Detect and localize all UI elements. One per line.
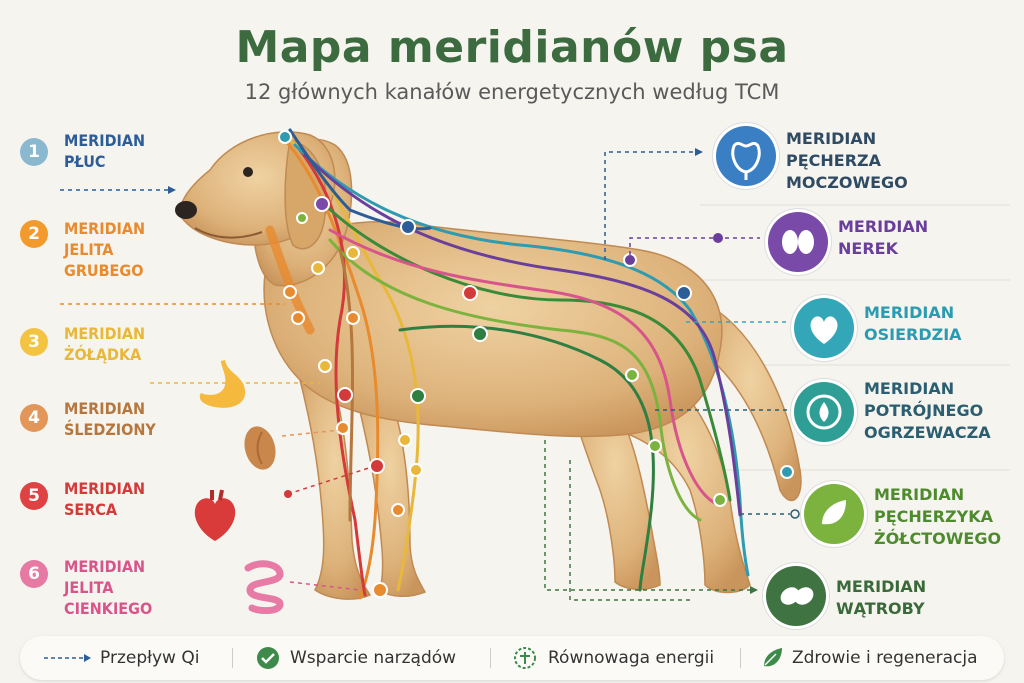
label-line: MERIDIAN [874,485,965,504]
liver-icon [766,566,826,626]
label-line: MERIDIAN [64,399,146,418]
legend-health: Zdrowie i regeneracja [792,648,978,668]
heart-icon [194,489,236,541]
dog-body [179,131,802,600]
intestine-icon [244,560,284,614]
legend-divider [490,648,491,668]
label-line: MERIDIAN [64,324,146,343]
label-line: JELITA CIENKIEGO [64,578,153,618]
dashed-arrow-icon [44,654,91,662]
label-line: MERIDIAN [836,577,927,596]
label-line: MERIDIAN [864,303,955,322]
check-icon [257,647,279,669]
legend-energy-balance: Równowaga energii [548,648,715,668]
badge-4: 4 [20,404,48,432]
stomach-icon [199,360,246,408]
badge-5: 5 [20,482,48,510]
label-line: MERIDIAN [64,219,146,238]
bladder-icon [716,126,776,186]
label-line: ŻÓŁĄDKA [64,345,142,364]
meridian-lines [265,128,750,600]
meridian-points [278,130,794,598]
label-line: SERCA [64,500,117,519]
triple-heater-icon [794,382,854,442]
legend-bar: Przepływ Qi Wsparcie narządów Równowaga … [20,636,1004,680]
label-line: NEREK [838,239,898,258]
label-line: JELITA [64,240,114,259]
gallbladder-icon [804,484,864,544]
kidney-icon [768,212,828,272]
label-line: PĘCHERZA MOCZOWEGO [786,151,908,192]
badge-2: 2 [20,220,48,248]
badge-1: 1 [20,138,48,166]
legend-qi-flow: Przepływ Qi [100,648,200,668]
label-line: MERIDIAN [64,479,146,498]
label-line: MERIDIAN [864,379,955,398]
label-line: GRUBEGO [64,261,144,280]
label-line: MERIDIAN [786,129,877,148]
label-line: WĄTROBY [836,599,925,618]
balance-icon [514,647,536,669]
label-line: POTRÓJNEGO [864,401,984,420]
label-line: OGRZEWACZA [864,423,991,442]
right-connectors [544,151,790,601]
pericardium-icon [794,298,854,358]
badge-6: 6 [20,560,48,588]
label-line: MERIDIAN [64,131,146,150]
legend-divider [740,648,741,668]
left-connectors [60,189,376,591]
label-line: MERIDIAN [838,217,929,236]
label-line: PĘCHERZYKA [874,507,994,526]
legend-divider [232,648,233,668]
label-line: ŚLEDZIONY [64,420,156,439]
page-subtitle: 12 głównych kanałów energetycznych wedłu… [244,80,780,104]
legend-organ-support: Wsparcie narządów [290,648,457,668]
label-line: ŻÓŁCTOWEGO [874,529,1002,548]
spleen-icon [244,426,276,470]
label-line: MERIDIAN [64,557,146,576]
page-title: Mapa meridianów psa [235,22,789,73]
label-line: OSIERDZIA [864,325,962,344]
leaf-icon [764,648,782,667]
label-line: PŁUC [64,152,106,171]
badge-3: 3 [20,328,48,356]
